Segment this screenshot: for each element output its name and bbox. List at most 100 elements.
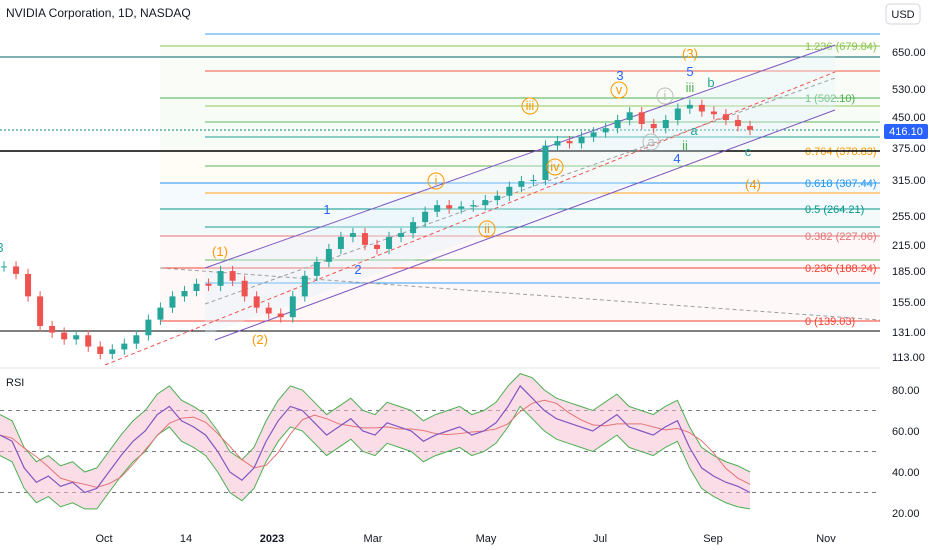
fib-level-label: 0 (139.03): [805, 316, 855, 328]
wave-label-circle: [478, 220, 496, 238]
rsi-label: RSI: [6, 377, 24, 389]
wave-label[interactable]: 2: [354, 262, 361, 277]
candle-body: [361, 233, 368, 245]
candle-body: [578, 136, 585, 144]
candle-body: [13, 266, 20, 274]
fib-retracement[interactable]: 1.236 (679.84) 1 (502.10) 0.764 (378.83) 0.…: [0, 33, 880, 332]
price-tick-label: 215.00: [892, 240, 926, 252]
wave-label[interactable]: i: [664, 88, 667, 103]
time-axis-label: Jul: [593, 533, 607, 545]
candle-body: [73, 335, 80, 340]
candle-body: [614, 120, 621, 129]
candle-body: [518, 181, 525, 187]
candle-body: [747, 126, 753, 130]
wave-label[interactable]: 1: [323, 202, 330, 217]
price-tick-label: 315.00: [892, 175, 926, 187]
candle-body: [506, 186, 513, 196]
candle-body: [337, 236, 344, 249]
wave-label[interactable]: 5: [686, 64, 693, 79]
candle-body: [325, 248, 332, 262]
candle-body: [566, 141, 573, 144]
candle-body: [710, 111, 717, 115]
wave-label[interactable]: a: [647, 134, 655, 149]
candle-body: [542, 145, 549, 180]
time-axis-label: Oct: [95, 533, 112, 545]
rsi-panel[interactable]: 80.00 60.00 40.00 20.00: [0, 373, 920, 520]
fib-level-label: 0.382 (227.06): [805, 231, 877, 243]
candle-body: [662, 120, 669, 129]
candle-body: [626, 112, 633, 121]
wave-label[interactable]: ii: [484, 221, 490, 236]
fib-level-label: 1 (502.10): [805, 93, 855, 105]
candle-body: [650, 124, 657, 129]
fib-level-label: 0.764 (378.83): [805, 146, 877, 158]
candle-body: [446, 205, 453, 209]
wave-label[interactable]: ii: [682, 138, 688, 153]
wave-label-circle: [642, 133, 660, 151]
wave-label[interactable]: (1): [212, 244, 228, 259]
price-axis[interactable]: 650.00 530.00 450.00 375.00 315.00 255.00 215.…: [892, 47, 926, 364]
candle-body: [277, 313, 284, 318]
fib-zone: [160, 209, 880, 236]
candle-body: [349, 233, 356, 237]
candle-body: [458, 206, 465, 209]
time-axis-label: Sep: [703, 533, 723, 545]
channel-upper-line[interactable]: [204, 44, 836, 269]
candle-body: [410, 222, 417, 234]
candle-body: [181, 291, 188, 297]
price-tick-label: 255.00: [892, 211, 926, 223]
wave-label[interactable]: (2): [252, 332, 268, 347]
candle-body: [265, 307, 272, 314]
wave-label-circle: [656, 87, 674, 105]
rsi-upper-band: [0, 373, 751, 473]
wave-label-circle: [610, 81, 628, 99]
time-axis[interactable]: Oct 14 2023 Mar May Jul Sep Nov: [95, 533, 836, 545]
wave-label[interactable]: (3): [682, 46, 698, 61]
candle-body: [482, 200, 489, 206]
time-axis-label: May: [476, 533, 497, 545]
wave-label[interactable]: b: [707, 75, 714, 90]
candle-body: [734, 120, 741, 127]
candle-body: [398, 233, 405, 237]
wave-label[interactable]: iii: [526, 98, 535, 113]
wave-label[interactable]: i: [435, 173, 438, 188]
candle-body: [229, 271, 236, 281]
wave-label[interactable]: c: [745, 144, 752, 159]
currency-button[interactable]: USD: [891, 9, 914, 21]
rsi-line[interactable]: [0, 384, 751, 494]
wave-label[interactable]: 3: [616, 68, 623, 83]
candle-body: [97, 346, 104, 354]
rsi-tick-label: 60.00: [892, 426, 920, 438]
wave-label[interactable]: iv: [550, 159, 560, 174]
trend-dashed-line[interactable]: [159, 267, 881, 321]
wave-label[interactable]: 4: [673, 151, 680, 166]
fib-zone: [160, 98, 880, 151]
candle-body: [85, 335, 92, 347]
candle-body: [157, 307, 164, 320]
wave-label[interactable]: a: [690, 123, 698, 138]
wave-label-circle: [521, 97, 539, 115]
candle-body: [1, 266, 7, 268]
wave-label[interactable]: 3: [0, 240, 4, 255]
trend-dashed-line[interactable]: [104, 71, 836, 366]
candle-body: [686, 104, 693, 109]
candle-body: [25, 273, 32, 297]
rsi-tick-label: 40.00: [892, 467, 920, 479]
candle-body: [61, 332, 68, 340]
currency-button-box[interactable]: [885, 3, 921, 25]
candle-body: [374, 244, 380, 249]
time-axis-label: 2023: [260, 533, 284, 545]
price-tick-label: 375.00: [892, 143, 926, 155]
candle-body: [722, 114, 729, 121]
candle-body: [674, 108, 681, 121]
wave-label[interactable]: iii: [686, 80, 695, 95]
candle-body: [698, 104, 705, 112]
wave-label[interactable]: (4): [745, 177, 761, 192]
channel-lower-line[interactable]: [214, 109, 836, 341]
wave-label[interactable]: v: [616, 82, 623, 97]
fib-level-label: 1.236 (679.84): [805, 41, 877, 53]
candle-body: [49, 325, 56, 333]
candle-body: [109, 349, 116, 354]
